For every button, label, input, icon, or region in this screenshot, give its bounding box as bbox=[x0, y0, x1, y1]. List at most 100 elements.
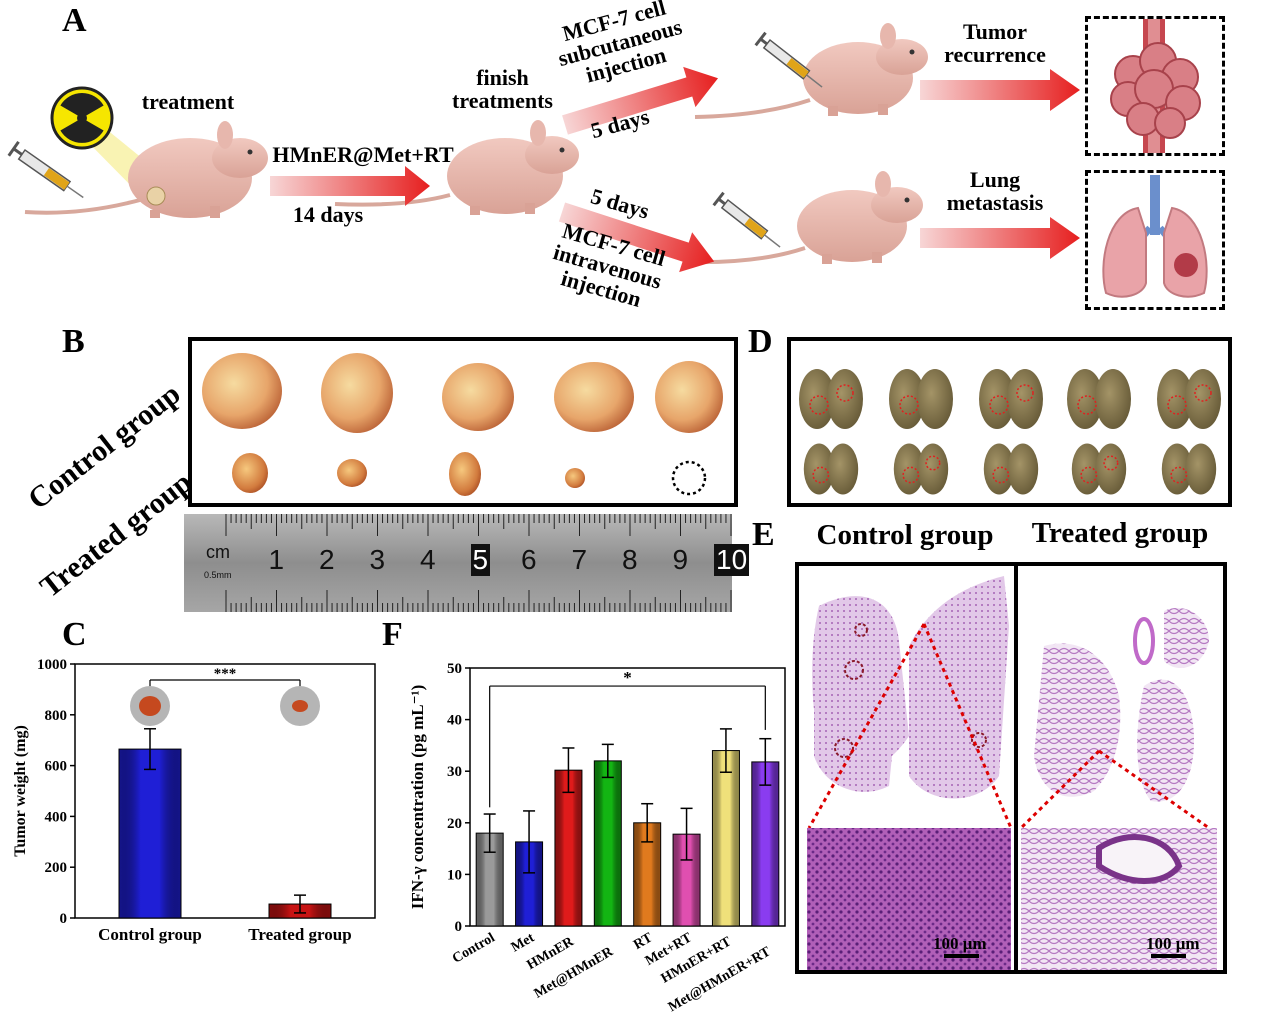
y-tick-label: 800 bbox=[45, 708, 68, 724]
ruler: cm 0.5mm 1 2 3 4 5 6 7 8 9 10 bbox=[184, 514, 757, 612]
metastasis-marker bbox=[1016, 384, 1034, 402]
y-tick-label: 0 bbox=[455, 919, 463, 935]
lung-photo-left bbox=[1157, 369, 1193, 429]
metastasis-marker bbox=[1077, 395, 1097, 415]
bar-shade bbox=[118, 748, 182, 919]
y-tick-label: 10 bbox=[447, 867, 462, 883]
drug-rt-label: HMnER@Met+RT bbox=[272, 142, 454, 167]
scale-bar-control: 100 μm bbox=[933, 934, 987, 953]
schematic-graphics bbox=[7, 23, 1080, 273]
y-axis-label: IFN-γ concentration (pg mL⁻¹) bbox=[408, 685, 427, 910]
lung-metastasis-label: Lung metastasis bbox=[946, 167, 1044, 216]
y-tick-label: 20 bbox=[447, 816, 462, 832]
bar-shade bbox=[593, 760, 622, 927]
metastasis-marker bbox=[1080, 466, 1098, 484]
lung-photo-right bbox=[1185, 443, 1217, 495]
arrow-recurrence bbox=[920, 69, 1080, 111]
arrow-subcutaneous bbox=[562, 66, 719, 135]
e-control-title: Control group bbox=[816, 519, 994, 551]
ruler-number: 2 bbox=[319, 544, 335, 575]
metastasis-marker bbox=[809, 395, 829, 415]
ruler-number: 6 bbox=[521, 544, 537, 575]
lung-photo-left bbox=[803, 443, 835, 495]
ruler-number: 7 bbox=[571, 544, 588, 575]
metastasis-marker bbox=[899, 395, 919, 415]
lung-photo-box bbox=[787, 337, 1232, 507]
lung-photo-right bbox=[827, 443, 859, 495]
arrow-metastasis bbox=[920, 217, 1080, 259]
ruler-number: 5 bbox=[470, 544, 491, 576]
lung-photo-right bbox=[917, 443, 949, 495]
days14-label: 14 days bbox=[292, 202, 364, 227]
panel-letter-a: A bbox=[62, 2, 87, 39]
mouse-icon bbox=[334, 120, 579, 215]
lung-photo-left bbox=[893, 443, 925, 495]
tumor-recurrence-box bbox=[1085, 16, 1225, 156]
lung-photo-left bbox=[983, 443, 1015, 495]
ruler-unit: cm bbox=[206, 542, 230, 562]
y-axis-label: Tumor weight (mg) bbox=[12, 725, 29, 857]
lung-photo-left bbox=[1161, 443, 1193, 495]
metastasis-marker bbox=[902, 466, 920, 484]
category-label: Treated group bbox=[248, 925, 351, 944]
histology-images bbox=[807, 576, 1217, 970]
category-label: RT bbox=[631, 930, 655, 953]
panel-letter-d: D bbox=[748, 323, 773, 360]
lung-icon bbox=[1102, 175, 1208, 298]
plot-frame bbox=[74, 663, 376, 919]
metastasis-marker bbox=[812, 466, 830, 484]
mouse-icon bbox=[689, 171, 923, 265]
lung-photo-left bbox=[889, 369, 925, 429]
tumor-icon bbox=[1110, 19, 1201, 153]
lung-photo-right bbox=[827, 369, 863, 429]
syringe-icon bbox=[7, 140, 84, 199]
y-tick-label: 400 bbox=[45, 809, 68, 825]
lung-photos bbox=[799, 369, 1221, 495]
lung-photo-right bbox=[1007, 369, 1043, 429]
panel-letter-f: F bbox=[382, 616, 403, 653]
lung-photo-right bbox=[1185, 369, 1221, 429]
lung-photo-left bbox=[979, 369, 1015, 429]
y-tick-label: 200 bbox=[45, 860, 68, 876]
treatment-label: treatment bbox=[141, 89, 235, 114]
finish-label: finish treatments bbox=[452, 65, 553, 114]
y-tick-label: 0 bbox=[60, 911, 68, 927]
panel-letter-c: C bbox=[62, 616, 87, 653]
category-label: Control bbox=[450, 930, 498, 966]
lung-photo-left bbox=[1067, 369, 1103, 429]
chart-c: 0 200 400 600 800 1000 Tumor weight (mg) Contro… bbox=[12, 657, 376, 944]
tumor-inset-sample bbox=[139, 696, 161, 716]
tumor-photo-box bbox=[188, 337, 738, 507]
bar-shade bbox=[751, 761, 780, 927]
y-tick-label: 1000 bbox=[37, 657, 67, 673]
y-tick-label: 40 bbox=[447, 713, 462, 729]
tumor-inset-sample bbox=[292, 700, 308, 712]
arrow-intravenous bbox=[558, 202, 715, 273]
y-tick-label: 600 bbox=[45, 759, 68, 775]
significance-label: *** bbox=[214, 666, 237, 682]
ruler-ticks bbox=[225, 514, 757, 612]
metastasis-marker bbox=[1170, 466, 1188, 484]
ruler-number: 3 bbox=[369, 544, 386, 575]
metastasis-marker bbox=[989, 395, 1009, 415]
lung-photo-right bbox=[1095, 369, 1131, 429]
lung-photo-right bbox=[917, 369, 953, 429]
chart-f: 0 10 20 30 40 50 IFN-γ concentration (pg mL⁻¹)… bbox=[408, 661, 786, 1015]
tumor-recurrence-label: Tumor recurrence bbox=[944, 19, 1046, 68]
ruler-number: 1 bbox=[268, 544, 285, 575]
metastasis-marker bbox=[992, 466, 1010, 484]
bar-shade bbox=[554, 769, 583, 927]
category-label: Control group bbox=[98, 925, 202, 944]
lung-photo-left bbox=[1071, 443, 1103, 495]
ruler-number: 9 bbox=[672, 544, 689, 575]
arrow-treatment bbox=[270, 166, 430, 206]
panel-letter-b: B bbox=[62, 323, 85, 360]
lung-photo-right bbox=[1095, 443, 1127, 495]
lung-photo-left bbox=[799, 369, 835, 429]
mouse-icon bbox=[24, 121, 268, 218]
y-tick-label: 50 bbox=[447, 661, 462, 677]
ruler-number: 8 bbox=[622, 544, 638, 575]
mouse-icon bbox=[694, 23, 928, 119]
category-label: Met bbox=[509, 930, 538, 955]
